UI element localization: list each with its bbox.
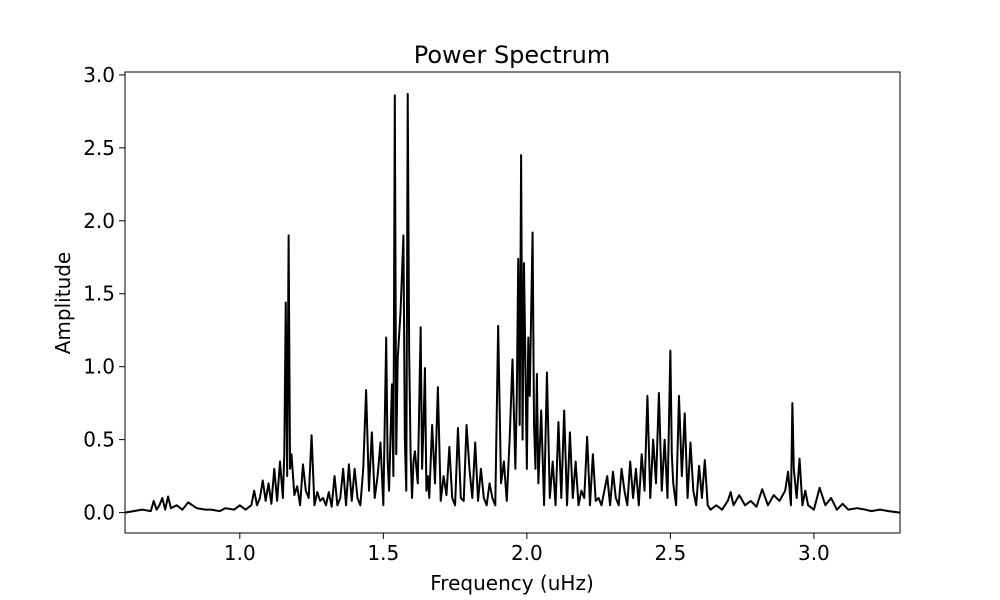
- plot-frame: [124, 71, 901, 534]
- y-axis: 0.0 0.5 1.0 1.5 2.0 2.5 3.0: [83, 63, 125, 525]
- x-tick-label: 1.0: [224, 541, 256, 565]
- y-axis-label: Amplitude: [51, 252, 75, 355]
- y-tick-label: 1.5: [83, 282, 115, 306]
- plot-area: [124, 92, 901, 514]
- y-tick-label: 0.0: [83, 501, 115, 525]
- x-tick-label: 1.5: [367, 541, 399, 565]
- chart-title: Power Spectrum: [414, 41, 611, 69]
- y-tick-label: 1.0: [83, 355, 115, 379]
- y-tick-label: 2.0: [83, 209, 115, 233]
- y-tick-label: 3.0: [83, 63, 115, 87]
- y-tick-label: 0.5: [83, 428, 115, 452]
- x-tick-label: 3.0: [798, 541, 830, 565]
- x-tick-label: 2.0: [511, 541, 543, 565]
- x-axis-label: Frequency (uHz): [430, 571, 594, 595]
- series-line: [124, 92, 901, 514]
- y-tick-label: 2.5: [83, 136, 115, 160]
- x-axis: 1.0 1.5 2.0 2.5 3.0: [224, 533, 830, 565]
- x-tick-label: 2.5: [654, 541, 686, 565]
